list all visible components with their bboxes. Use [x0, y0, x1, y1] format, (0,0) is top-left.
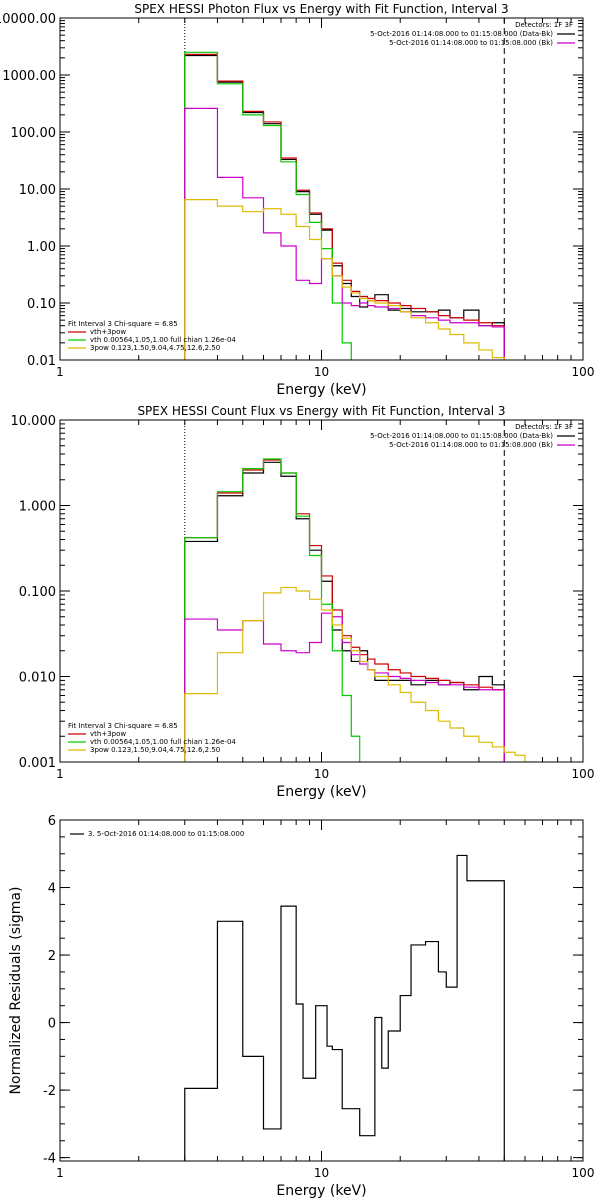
chart-0-y-tick-label: 0.01 [27, 354, 56, 369]
chart-1-fit-legend-item: vth 0.00564,1.05,1.00 full chian 1.26e-0… [90, 738, 236, 746]
chart-2-series-0-line [184, 854, 505, 1161]
chart-2-frame [59, 819, 584, 1162]
chart-0-x-tick-label: 1 [56, 365, 64, 379]
chart-1-y-tick-label: 0.001 [19, 756, 56, 771]
chart-0-fit-legend-heading: Fit Interval 3 Chi-square = 6.85 [68, 320, 178, 328]
chart-1-y-tick-label: 1.000 [19, 500, 56, 515]
chart-0-y-tick-label: 1000.00 [2, 69, 56, 84]
chart-2-y-tick-label: -4 [43, 1152, 56, 1167]
chart-0-series-1-line [184, 53, 505, 360]
chart-1-legend-item: 5-Oct-2016 01:14:08.000 to 01:15:08.000 … [370, 432, 553, 440]
chart-0-fit-legend-item: vth 0.00564,1.05,1.00 full chian 1.26e-0… [90, 336, 236, 344]
chart-0-y-tick-label: 10000.00 [0, 12, 56, 27]
chart-0-frame [59, 17, 584, 361]
chart-0-series-4-line [184, 199, 505, 360]
chart-1-legend-item: 5-Oct-2016 01:14:08.000 to 01:15:08.000 … [389, 441, 553, 449]
chart-1-x-axis-label: Energy (keV) [276, 784, 366, 800]
chart-0-y-tick-label: 0.10 [27, 297, 56, 312]
chart-0-legend-item: 5-Oct-2016 01:14:08.000 to 01:15:08.000 … [389, 39, 553, 47]
chart-0-x-axis-label: Energy (keV) [276, 382, 366, 398]
chart-0-y-tick-label: 1.00 [27, 240, 56, 255]
chart-1-x-tick-label: 10 [314, 767, 329, 781]
chart-1-title: SPEX HESSI Count Flux vs Energy with Fit… [137, 404, 505, 418]
chart-0-fit-legend-item: vth+3pow [90, 328, 126, 336]
chart-1-x-tick-label: 100 [572, 767, 595, 781]
chart-2-x-axis-label: Energy (keV) [276, 1183, 366, 1199]
chart-2-y-tick-label: 4 [48, 882, 56, 897]
chart-0-legend-item: 5-Oct-2016 01:14:08.000 to 01:15:08.000 … [370, 30, 553, 38]
chart-0-series-0-line [184, 54, 505, 360]
chart-0-y-tick-label: 10.00 [19, 183, 56, 198]
chart-2-y-tick-label: -2 [43, 1084, 56, 1099]
chart-0-title: SPEX HESSI Photon Flux vs Energy with Fi… [134, 2, 508, 16]
chart-0-series-2-line [184, 51, 352, 360]
chart-2-y-axis-label: Normalized Residuals (sigma) [8, 887, 24, 1095]
chart-2-residual-legend-item: 3. 5-Oct-2016 01:14:08.000 to 01:15:08.0… [88, 830, 244, 838]
chart-1-fit-legend-heading: Fit Interval 3 Chi-square = 6.85 [68, 722, 178, 730]
chart-0-y-tick-label: 100.00 [11, 126, 57, 141]
chart-2-x-tick-label: 10 [314, 1166, 329, 1180]
chart-2-y-tick-label: 2 [48, 949, 56, 964]
chart-2-x-tick-label: 1 [56, 1166, 64, 1180]
chart-1-series-2-line [184, 458, 361, 762]
chart-1-y-tick-label: 10.000 [11, 414, 57, 429]
chart-1-series-0-line [184, 461, 505, 762]
chart-1-fit-legend-item: vth+3pow [90, 730, 126, 738]
chart-1-frame [59, 419, 584, 763]
chart-1-series-4-line [184, 586, 535, 762]
chart-0-series-3-line [184, 107, 505, 360]
chart-0-x-tick-label: 100 [572, 365, 595, 379]
chart-1-fit-legend-item: 3pow 0.123,1.50,9.04,4.75,12.6,2.50 [90, 746, 220, 754]
chart-0-legend-heading: Detectors: 1F 3F [515, 21, 573, 29]
chart-0-x-tick-label: 10 [314, 365, 329, 379]
chart-2-x-tick-label: 100 [572, 1166, 595, 1180]
chart-1-series-1-line [184, 459, 505, 762]
chart-2-y-tick-label: 0 [48, 1017, 56, 1032]
chart-1-y-tick-label: 0.100 [19, 585, 56, 600]
chart-0-fit-legend-item: 3pow 0.123,1.50,9.04,4.75,12.6,2.50 [90, 344, 220, 352]
chart-1-legend-heading: Detectors: 1F 3F [515, 423, 573, 431]
chart-1-x-tick-label: 1 [56, 767, 64, 781]
chart-2-y-tick-label: 6 [48, 814, 56, 829]
chart-1-y-tick-label: 0.010 [19, 671, 56, 686]
